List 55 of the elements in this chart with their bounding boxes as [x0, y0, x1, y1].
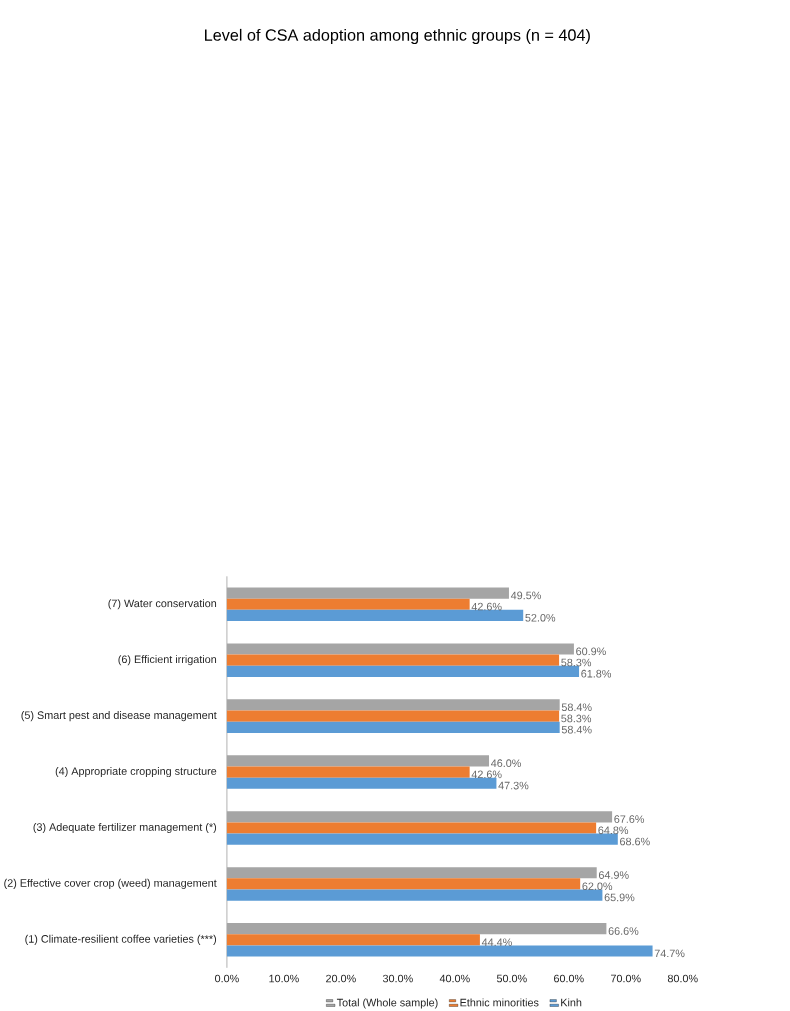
- data-label: 74.7%: [655, 949, 685, 958]
- y-tick-label: (7) Water conservation: [108, 599, 217, 610]
- data-label: 49.5%: [511, 591, 542, 600]
- y-tick-label: (1) Climate-resilient coffee varieties (***): [25, 934, 217, 945]
- y-tick-label: (2) Effective cover crop (weed) management: [4, 878, 217, 889]
- chart-title: Level of CSA adoption among ethnic groups (n = 404): [205, 28, 591, 44]
- bar: [227, 654, 560, 666]
- data-label: 52.0%: [525, 613, 556, 622]
- x-tick-label: 70.0%: [611, 974, 641, 983]
- x-tick-label: 10.0%: [269, 974, 300, 983]
- data-label: 66.6%: [608, 927, 639, 935]
- bar: [227, 777, 497, 789]
- data-label: 58.4%: [562, 703, 592, 712]
- x-tick-label: 20.0%: [326, 974, 357, 983]
- bar: [227, 833, 618, 845]
- bar: [227, 665, 580, 677]
- data-label: 68.6%: [620, 837, 650, 846]
- bar: [227, 945, 653, 957]
- data-label: 67.6%: [614, 815, 645, 823]
- legend-label: Ethnic minorities: [460, 998, 539, 1007]
- data-label: 46.0%: [491, 759, 522, 768]
- bar: [227, 934, 481, 946]
- data-label: 64.9%: [599, 871, 629, 879]
- x-tick-label: 30.0%: [383, 974, 413, 983]
- bar: [227, 609, 524, 622]
- data-label: 64.8%: [598, 826, 629, 835]
- data-label: 58.4%: [562, 725, 592, 734]
- x-tick-label: 0.0%: [215, 974, 240, 983]
- x-tick-label: 50.0%: [497, 974, 527, 983]
- x-tick-label: 60.0%: [554, 974, 584, 983]
- data-label: 44.4%: [482, 938, 513, 946]
- y-tick-label: (5) Smart pest and disease management: [21, 711, 217, 722]
- x-tick-label: 80.0%: [668, 974, 698, 983]
- bar: [227, 889, 603, 901]
- bar: [227, 710, 560, 722]
- y-tick-label: (4) Appropriate cropping structure: [55, 767, 217, 778]
- x-tick-label: 40.0%: [439, 974, 470, 983]
- data-label: 42.6%: [471, 770, 502, 779]
- data-label: 58.3%: [561, 714, 592, 723]
- bar: [227, 822, 597, 834]
- y-tick-label: (3) Adequate fertilizer management (*): [33, 822, 217, 834]
- data-label: 47.3%: [498, 781, 529, 790]
- data-label: 62.0%: [582, 882, 613, 891]
- bar: [227, 598, 470, 610]
- data-label: 65.9%: [604, 893, 635, 902]
- data-label: 61.8%: [581, 669, 612, 678]
- data-label: 42.6%: [471, 602, 502, 611]
- data-label: 60.9%: [576, 647, 607, 656]
- bar: [227, 878, 581, 890]
- legend-label: Kinh: [561, 998, 582, 1007]
- bar: [227, 721, 560, 733]
- y-tick-label: (6) Efficient irrigation: [118, 655, 217, 666]
- legend-label: Total (Whole sample): [337, 998, 438, 1009]
- data-label: 58.3%: [561, 658, 592, 667]
- bar: [227, 766, 470, 778]
